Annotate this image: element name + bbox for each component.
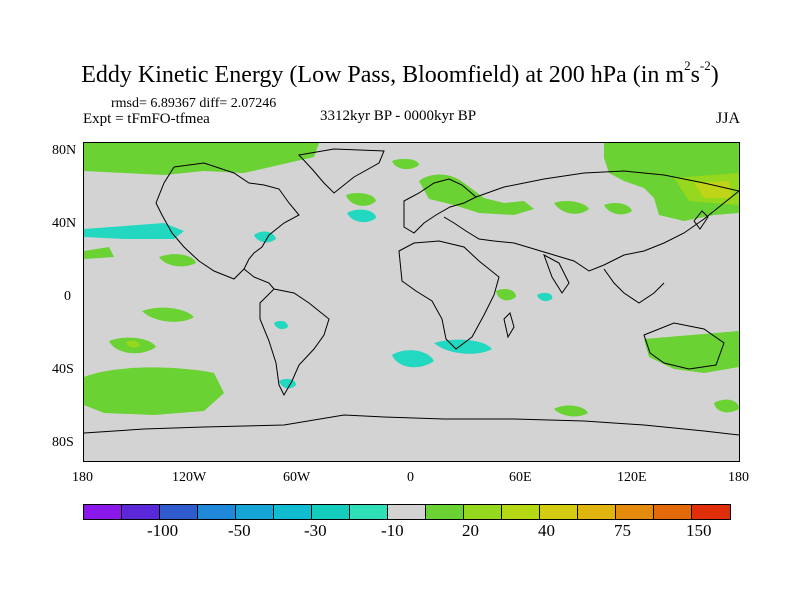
colorbar-box <box>502 505 540 519</box>
coast-asia <box>443 170 741 272</box>
colorbar-label-neg100: -100 <box>147 521 179 540</box>
colorbar-box <box>350 505 388 519</box>
coast-southeast-asia <box>603 268 665 304</box>
lon-label-180e: 180 <box>728 470 749 485</box>
colorbar-label-neg50: -50 <box>228 521 251 540</box>
patch-atlantic-cyan-2 <box>254 231 276 243</box>
colorbar <box>83 504 731 520</box>
patch-east-asia <box>604 203 632 215</box>
map-panel <box>83 142 741 462</box>
patch-south-atlantic-cyan <box>392 350 434 368</box>
coast-madagascar <box>503 312 515 339</box>
patch-greenland-sea <box>392 158 419 170</box>
patch-southern-ocean-east <box>714 399 739 413</box>
patch-eastern-pacific <box>159 254 196 267</box>
coast-australia <box>643 322 725 370</box>
lon-label-180w: 180 <box>72 470 93 485</box>
coast-south-america <box>259 288 330 397</box>
rmsd-diff-stats: rmsd= 6.89367 diff= 2.07246 <box>111 96 277 111</box>
colorbar-label-150: 150 <box>686 521 712 540</box>
lon-label-120e: 120E <box>617 470 647 485</box>
colorbar-box <box>236 505 274 519</box>
lon-label-60w: 60W <box>283 470 311 485</box>
patch-pacific-40n-b <box>84 247 114 259</box>
colorbar-box <box>464 505 502 519</box>
map-svg <box>83 143 741 436</box>
patch-argentina-cyan <box>279 378 296 389</box>
patch-mid-atlantic-cyan <box>347 209 376 223</box>
colorbar-box <box>84 505 122 519</box>
colorbar-box <box>122 505 160 519</box>
coast-india <box>543 253 570 294</box>
colorbar-box <box>692 505 730 519</box>
colorbar-label-20: 20 <box>462 521 479 540</box>
colorbar-box <box>654 505 692 519</box>
patch-scandinavia <box>419 174 534 215</box>
patch-madagascar-cyan <box>537 292 553 302</box>
colorbar-box <box>274 505 312 519</box>
colorbar-label-neg10: -10 <box>381 521 404 540</box>
lat-label-80n: 80N <box>52 143 77 158</box>
colorbar-box <box>388 505 426 519</box>
lon-label-0: 0 <box>407 470 414 485</box>
colorbar-box <box>540 505 578 519</box>
patch-australia <box>644 331 739 373</box>
colorbar-label-75: 75 <box>614 521 631 540</box>
patch-arctic-east-inner <box>694 181 732 198</box>
lat-label-80s: 80S <box>52 435 74 450</box>
patch-pacific-cyan-small <box>274 320 288 330</box>
coast-antarctica <box>83 414 740 436</box>
coast-japan <box>693 210 709 230</box>
coast-north-america-west <box>155 166 245 280</box>
lat-label-0: 0 <box>64 289 71 304</box>
season-label: JJA <box>716 110 741 127</box>
patch-east-africa <box>496 289 516 301</box>
patch-arctic-americas <box>84 143 319 175</box>
period-label: 3312kyr BP - 0000kyr BP <box>320 108 477 124</box>
lon-label-60e: 60E <box>509 470 532 485</box>
experiment-label: Expt = tFmFO-tfmea <box>83 111 210 127</box>
patch-central-asia <box>554 201 589 214</box>
patch-south-africa-cyan <box>434 339 492 354</box>
plot-title: Eddy Kinetic Energy (Low Pass, Bloomfiel… <box>81 58 719 88</box>
coast-greenland <box>298 148 385 194</box>
colorbar-box <box>160 505 198 519</box>
patch-south-pacific <box>142 307 194 322</box>
colorbar-label-40: 40 <box>538 521 555 540</box>
colorbar-box <box>578 505 616 519</box>
coast-europe <box>403 178 477 234</box>
lat-label-40n: 40N <box>52 216 77 231</box>
coastlines <box>83 148 741 436</box>
coast-north-america <box>173 162 300 290</box>
colorbar-box <box>616 505 654 519</box>
lon-label-120w: 120W <box>172 470 207 485</box>
patch-southern-indian <box>554 405 588 417</box>
patch-southern-ocean-west <box>84 367 224 415</box>
lat-label-40s: 40S <box>52 362 74 377</box>
anomaly-patches <box>84 143 739 417</box>
colorbar-box <box>312 505 350 519</box>
patch-north-atlantic <box>346 193 376 206</box>
colorbar-label-neg30: -30 <box>304 521 327 540</box>
colorbar-box <box>198 505 236 519</box>
patch-pacific-40n-a <box>84 223 184 239</box>
patch-south-pacific-core <box>126 340 140 348</box>
coast-africa <box>398 240 500 350</box>
colorbar-box <box>426 505 464 519</box>
